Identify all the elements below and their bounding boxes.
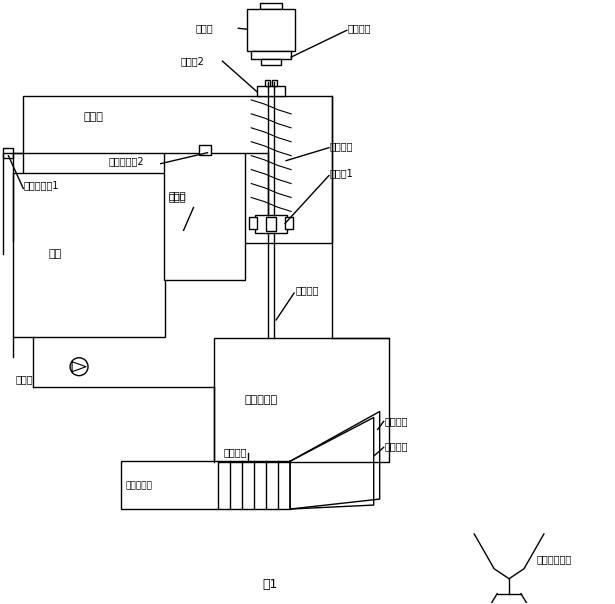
Text: 加热面板: 加热面板 <box>384 417 408 426</box>
Bar <box>164 153 245 280</box>
Text: 喷气转轮: 喷气转轮 <box>348 24 371 33</box>
Text: 均压管: 均压管 <box>169 193 186 202</box>
Text: 冷凝室: 冷凝室 <box>83 112 103 122</box>
Bar <box>199 145 212 155</box>
Bar <box>252 51 291 59</box>
Bar <box>272 80 277 86</box>
Text: 动密封1: 动密封1 <box>330 169 354 179</box>
Text: 逆止阀: 逆止阀 <box>15 374 33 385</box>
Text: 受热面板: 受热面板 <box>384 442 408 451</box>
Bar <box>266 217 276 231</box>
Bar <box>4 148 14 158</box>
Text: 均压管: 均压管 <box>169 190 186 201</box>
Text: 水箱: 水箱 <box>48 249 62 259</box>
Bar <box>23 96 332 243</box>
Text: 图1: 图1 <box>263 577 278 591</box>
Bar <box>285 217 293 230</box>
Bar <box>121 461 218 509</box>
Bar <box>215 338 389 462</box>
Text: 蒸汽导轴: 蒸汽导轴 <box>330 141 354 151</box>
Text: 传热筋板: 传热筋板 <box>223 448 247 457</box>
Bar <box>255 216 287 233</box>
Text: 常开电磁阀1: 常开电磁阀1 <box>23 181 59 190</box>
Text: 动密封2: 动密封2 <box>181 56 204 66</box>
Bar <box>249 217 257 230</box>
Text: 融盐储热室: 融盐储热室 <box>126 481 153 490</box>
Text: 发电机: 发电机 <box>196 24 213 33</box>
Bar <box>14 173 165 337</box>
Bar <box>261 59 281 65</box>
Bar <box>257 86 285 96</box>
Bar <box>247 9 295 51</box>
Bar <box>260 4 282 9</box>
Text: 蒸汽产生室: 蒸汽产生室 <box>244 394 277 405</box>
Text: 聚光加热装置: 聚光加热装置 <box>537 554 572 564</box>
Text: 蒸汽导管: 蒸汽导管 <box>295 285 319 295</box>
Bar <box>265 80 270 86</box>
Text: 常断电磁阀2: 常断电磁阀2 <box>109 156 145 167</box>
